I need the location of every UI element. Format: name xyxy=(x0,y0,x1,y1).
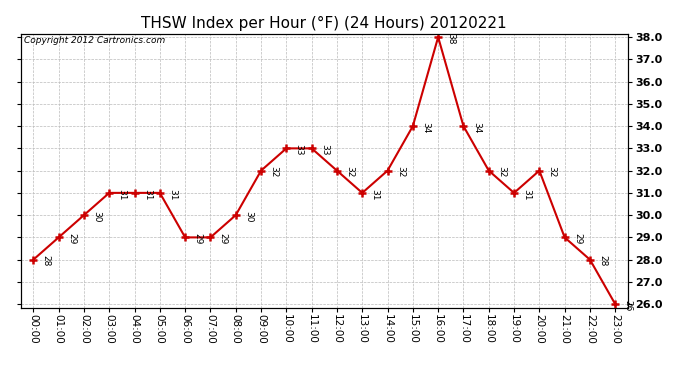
Text: 32: 32 xyxy=(345,166,354,178)
Text: 33: 33 xyxy=(295,144,304,156)
Text: 26: 26 xyxy=(624,300,633,311)
Text: 31: 31 xyxy=(143,189,152,200)
Text: 28: 28 xyxy=(598,255,607,267)
Text: 31: 31 xyxy=(371,189,380,200)
Text: Copyright 2012 Cartronics.com: Copyright 2012 Cartronics.com xyxy=(23,36,165,45)
Text: 32: 32 xyxy=(396,166,405,178)
Text: 34: 34 xyxy=(421,122,430,134)
Text: 32: 32 xyxy=(497,166,506,178)
Text: 38: 38 xyxy=(446,33,455,44)
Title: THSW Index per Hour (°F) (24 Hours) 20120221: THSW Index per Hour (°F) (24 Hours) 2012… xyxy=(141,16,507,31)
Text: 29: 29 xyxy=(67,233,76,244)
Text: 33: 33 xyxy=(320,144,329,156)
Text: 32: 32 xyxy=(548,166,557,178)
Text: 34: 34 xyxy=(472,122,481,134)
Text: 32: 32 xyxy=(269,166,278,178)
Text: 29: 29 xyxy=(219,233,228,244)
Text: 29: 29 xyxy=(573,233,582,244)
Text: 31: 31 xyxy=(522,189,531,200)
Text: 29: 29 xyxy=(193,233,202,244)
Text: 30: 30 xyxy=(92,211,101,222)
Text: 30: 30 xyxy=(244,211,253,222)
Text: 31: 31 xyxy=(117,189,126,200)
Text: 28: 28 xyxy=(41,255,50,267)
Text: 31: 31 xyxy=(168,189,177,200)
